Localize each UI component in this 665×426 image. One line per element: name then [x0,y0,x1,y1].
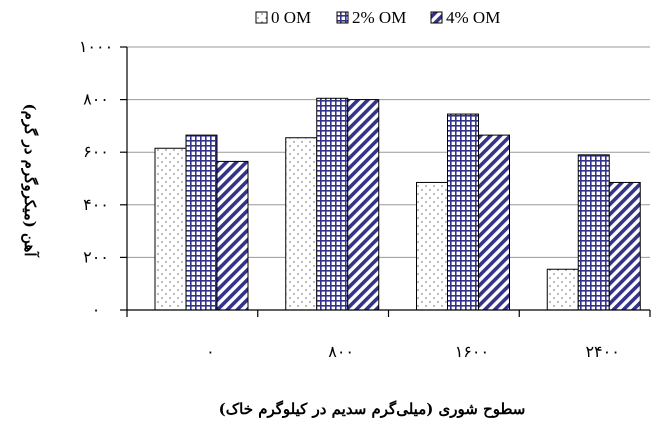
bars [154,97,641,311]
x-category-label: ۰ [206,342,215,361]
legend-item: 0 OM [255,8,311,27]
legend-item: 2% OM [336,8,406,27]
y-tick-label: ۸۰۰ [83,90,109,109]
y-tick-labels: ۰ ۲۰۰ ۴۰۰ ۶۰۰ ۸۰۰ ۱۰۰۰ [79,37,113,319]
bar-0-om-3 [546,268,579,311]
legend-label: 4% OM [446,8,500,27]
x-category-label: ۸۰۰ [328,342,354,361]
bar-4-om-2 [478,134,510,311]
y-tick-label: ۱۰۰۰ [79,37,113,56]
x-axis-title: سطوح شوری (میلی‌گرم سدیم در کیلوگرم خاک) [219,400,526,418]
x-tick-labels: ۰ ۸۰۰ ۱۶۰۰ ۲۴۰۰ [206,342,620,361]
x-category-label: ۲۴۰۰ [585,342,619,361]
bar-2-om-0 [185,134,218,311]
bar-2-om-1 [316,97,349,311]
legend-swatch [336,11,349,24]
bar-0-om-0 [154,147,187,311]
legend: 0 OM 2% OM 4% OM [255,8,500,27]
bar-4-om-1 [347,99,380,311]
bar-0-om-2 [416,181,448,311]
y-tick-label: ۰ [92,300,101,319]
bar-4-om-0 [216,160,249,311]
y-tick-label: ۴۰۰ [83,195,109,214]
legend-label: 0 OM [271,8,311,27]
y-tick-label: ۶۰۰ [83,142,109,161]
bar-4-om-3 [608,181,641,311]
legend-swatch [255,11,268,24]
x-category-label: ۱۶۰۰ [455,342,489,361]
bar-0-om-1 [285,137,318,311]
legend-item: 4% OM [430,8,500,27]
legend-label: 2% OM [352,8,406,27]
y-tick-label: ۲۰۰ [83,247,109,266]
y-axis-title: آهن (میکروگرم در گرم) [21,103,40,258]
bar-2-om-3 [577,154,610,311]
bar-2-om-2 [447,113,479,311]
legend-swatch [430,11,443,24]
axes [120,46,651,317]
